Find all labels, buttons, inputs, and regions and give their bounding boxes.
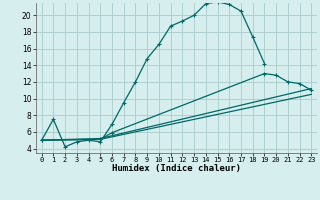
X-axis label: Humidex (Indice chaleur): Humidex (Indice chaleur) <box>112 164 241 173</box>
